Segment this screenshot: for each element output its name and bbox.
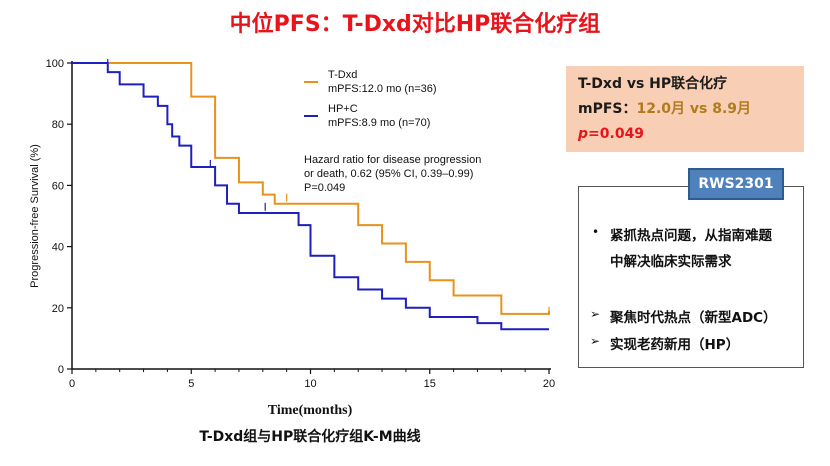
rws-panel [578, 186, 804, 368]
y-tick-label: 40 [52, 242, 64, 254]
annotation-line: or death, 0.62 (95% CI, 0.39–0.99) [304, 168, 473, 180]
summary-p-value: p=0.049 [578, 122, 792, 147]
hazard-ratio-annotation: Hazard ratio for disease progression or d… [304, 154, 481, 194]
legend-series-name: HP+C [328, 103, 358, 115]
chart-curves [72, 59, 550, 331]
point-1-line-1: 紧抓热点问题，从指南难题 [610, 228, 772, 244]
y-axis-label: Progression-free Survival (%) [29, 144, 41, 288]
chart-caption: T-Dxd组与HP联合化疗组K-M曲线 [199, 429, 421, 445]
point-2: 聚焦时代热点（新型ADC） [610, 310, 777, 326]
legend-series-mpfs: mPFS:12.0 mo (n=36) [328, 83, 437, 95]
y-tick-label: 60 [52, 180, 64, 192]
summary-comparison: T-Dxd vs HP联合化疗 [578, 76, 728, 92]
legend-series-mpfs: mPFS:8.9 mo (n=70) [328, 117, 430, 129]
page-title: 中位PFS：T-Dxd对比HP联合化疗组 [229, 12, 601, 37]
y-tick-label: 0 [58, 364, 64, 376]
y-tick-label: 20 [52, 303, 64, 315]
annotation-line: Hazard ratio for disease progression [304, 154, 481, 166]
km-curve-hp-c [72, 62, 549, 331]
point-3: 实现老药新用（HP） [610, 337, 740, 353]
mpfs-values: 12.0月 vs 8.9月 [636, 101, 752, 117]
legend-series-name: T-Dxd [328, 69, 357, 81]
x-tick-label: 15 [424, 378, 436, 390]
p-symbol: p [578, 126, 589, 142]
arrow-marker: ➢ [590, 334, 601, 348]
summary-box: T-Dxd vs HP联合化疗 mPFS：12.0月 vs 8.9月 p=0.0… [566, 66, 804, 152]
point-1-line-2: 中解决临床实际需求 [610, 254, 732, 270]
y-tick-label: 80 [52, 119, 64, 131]
y-tick-label: 100 [46, 58, 64, 70]
x-tick-label: 10 [304, 378, 316, 390]
x-tick-label: 5 [188, 378, 194, 390]
chart-axes: 0 20 40 60 80 100 0 5 10 15 20 [46, 58, 555, 390]
x-tick-label: 0 [69, 378, 75, 390]
x-axis-label: Time(months) [268, 403, 353, 418]
bullet-marker: • [592, 225, 600, 239]
chart-legend: T-Dxd mPFS:12.0 mo (n=36) HP+C mPFS:8.9 mo … [304, 69, 437, 129]
summary-mpfs: mPFS：12.0月 vs 8.9月 [578, 97, 792, 122]
mpfs-label: mPFS： [578, 101, 637, 117]
arrow-marker: ➢ [590, 307, 601, 321]
rws-badge: RWS2301 [688, 168, 784, 200]
p-number: =0.049 [588, 126, 645, 142]
x-tick-label: 20 [543, 378, 555, 390]
annotation-line: P=0.049 [304, 182, 345, 194]
km-curve-t-dxd [72, 62, 550, 315]
